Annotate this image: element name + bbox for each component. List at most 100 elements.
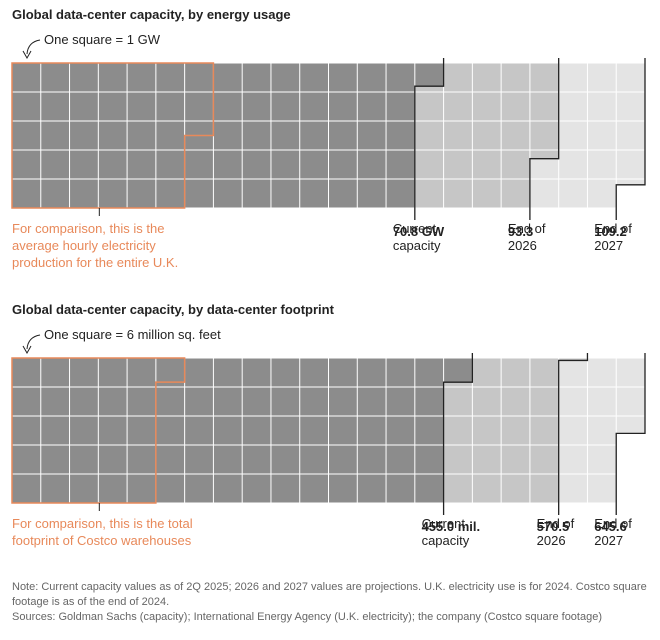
square xyxy=(328,150,358,179)
square xyxy=(127,387,156,416)
square xyxy=(414,92,444,121)
square xyxy=(69,445,99,474)
square xyxy=(40,63,70,92)
square xyxy=(414,474,444,503)
marker-value: 70.8 GW xyxy=(392,224,445,239)
square xyxy=(386,474,415,503)
square xyxy=(155,387,185,416)
square xyxy=(242,179,271,208)
square xyxy=(213,358,243,387)
square xyxy=(98,387,128,416)
square xyxy=(12,358,41,387)
square xyxy=(357,387,387,416)
square xyxy=(40,474,70,503)
square xyxy=(587,358,617,387)
marker-value: 93.3 xyxy=(507,224,534,239)
square xyxy=(270,150,300,179)
square xyxy=(299,63,329,92)
square xyxy=(155,416,185,445)
square xyxy=(357,63,387,92)
square xyxy=(529,121,559,150)
square xyxy=(386,63,415,92)
square xyxy=(587,474,617,503)
square xyxy=(501,179,530,208)
marker-label: End of 2027 645.6 xyxy=(594,515,656,548)
square xyxy=(242,150,271,179)
square xyxy=(184,445,214,474)
square xyxy=(270,63,300,92)
unit-arrow xyxy=(26,39,41,55)
square xyxy=(414,121,444,150)
square xyxy=(299,445,329,474)
square xyxy=(529,179,559,208)
square xyxy=(127,121,156,150)
square xyxy=(443,382,473,387)
square xyxy=(127,92,156,121)
square xyxy=(127,63,156,92)
square xyxy=(12,474,41,503)
square xyxy=(98,63,128,92)
square xyxy=(69,63,99,92)
square xyxy=(357,445,387,474)
square xyxy=(98,416,128,445)
square xyxy=(270,179,300,208)
square xyxy=(443,179,473,208)
square xyxy=(501,92,530,121)
square xyxy=(270,474,300,503)
square xyxy=(558,92,588,121)
square xyxy=(40,358,70,387)
square xyxy=(98,150,128,179)
marker-label: Current capacity 70.8 GW xyxy=(392,220,455,253)
square xyxy=(184,63,214,92)
marker-line xyxy=(414,58,445,220)
square xyxy=(558,179,588,208)
square xyxy=(386,150,415,179)
square xyxy=(587,92,617,121)
square xyxy=(69,121,99,150)
square xyxy=(40,387,70,416)
square xyxy=(270,445,300,474)
square xyxy=(299,121,329,150)
square xyxy=(155,63,185,92)
square xyxy=(386,416,415,445)
square xyxy=(529,92,559,121)
square xyxy=(213,445,243,474)
marker-label: Current capacity 455.0 mil. xyxy=(422,515,484,548)
square xyxy=(270,387,300,416)
marker-name: End of 2026 xyxy=(507,221,546,253)
marker-line xyxy=(558,353,589,515)
square xyxy=(12,63,41,92)
note: Note: Current capacity values as of 2Q 2… xyxy=(12,581,647,608)
square xyxy=(98,445,128,474)
square xyxy=(386,387,415,416)
square xyxy=(127,179,156,208)
square xyxy=(213,63,243,92)
marker-line xyxy=(615,58,646,220)
square xyxy=(414,445,444,474)
square xyxy=(69,358,99,387)
square xyxy=(616,150,645,179)
square xyxy=(357,150,387,179)
square xyxy=(242,121,271,150)
square xyxy=(443,63,473,92)
square xyxy=(587,63,617,92)
square xyxy=(443,416,473,445)
square xyxy=(270,92,300,121)
square xyxy=(213,387,243,416)
marker-name: Current capacity xyxy=(392,221,441,253)
square xyxy=(155,121,185,150)
square xyxy=(501,416,530,445)
square xyxy=(558,445,588,474)
square xyxy=(529,150,559,159)
square xyxy=(558,474,588,503)
square xyxy=(127,445,156,474)
square xyxy=(184,474,214,503)
square xyxy=(558,360,588,387)
square xyxy=(558,416,588,445)
square xyxy=(98,179,128,208)
square xyxy=(69,92,99,121)
square xyxy=(472,445,502,474)
square xyxy=(242,92,271,121)
square xyxy=(270,416,300,445)
